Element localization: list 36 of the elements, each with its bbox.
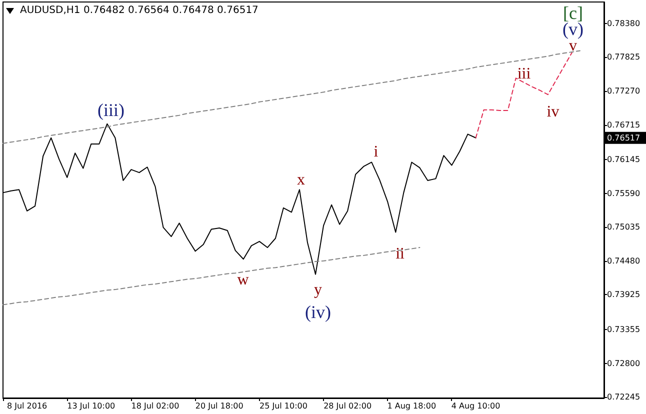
line-series <box>2 50 580 144</box>
text: 0.76517 <box>607 133 640 142</box>
x-tick-label: 28 Jul 02:00 <box>324 402 372 410</box>
annotation: (iv) <box>305 302 331 322</box>
annotation: (iii) <box>98 100 124 120</box>
y-tick-label: 0.72800 <box>607 358 640 368</box>
annotation: ii <box>396 246 405 262</box>
x-tick-label: 18 Jul 02:00 <box>131 402 180 410</box>
y-tick-label: 0.77825 <box>607 52 640 62</box>
annotation: w <box>237 272 250 288</box>
x-tick-label: 1 Aug 18:00 <box>387 402 436 410</box>
y-tick-label: 0.73355 <box>607 324 640 334</box>
y-tick-label: 0.75590 <box>607 188 640 198</box>
annotation: y <box>314 282 322 298</box>
annotation: iii <box>517 66 532 82</box>
y-tick-label: 0.74480 <box>607 256 640 266</box>
annotation: iv <box>546 104 560 120</box>
y-tick-label: 0.72245 <box>607 392 640 402</box>
x-tick-label: 20 Jul 18:00 <box>195 402 244 410</box>
y-tick-label: 0.77270 <box>607 86 640 96</box>
y-tick-label: 0.76715 <box>607 120 640 130</box>
y-tick-label: 0.75035 <box>607 222 640 232</box>
x-tick-label: 8 Jul 2016 <box>6 402 48 410</box>
chart-title: AUDUSD,H1 0.76482 0.76564 0.76478 0.76517 <box>20 5 258 16</box>
x-tick-label: 4 Aug 10:00 <box>451 402 500 410</box>
line-series <box>475 52 572 138</box>
annotation: i <box>374 144 379 160</box>
x-tick-label: 25 Jul 10:00 <box>259 402 308 410</box>
annotation: v <box>569 38 577 54</box>
annotation: x <box>297 172 305 188</box>
x-tick-label: 13 Jul 10:00 <box>67 402 116 410</box>
y-tick-label: 0.76145 <box>607 154 640 164</box>
y-tick-label: 0.78380 <box>607 18 640 28</box>
line-series <box>2 247 420 306</box>
y-tick-label: 0.73925 <box>607 290 640 300</box>
annotation: [c] <box>563 3 583 23</box>
